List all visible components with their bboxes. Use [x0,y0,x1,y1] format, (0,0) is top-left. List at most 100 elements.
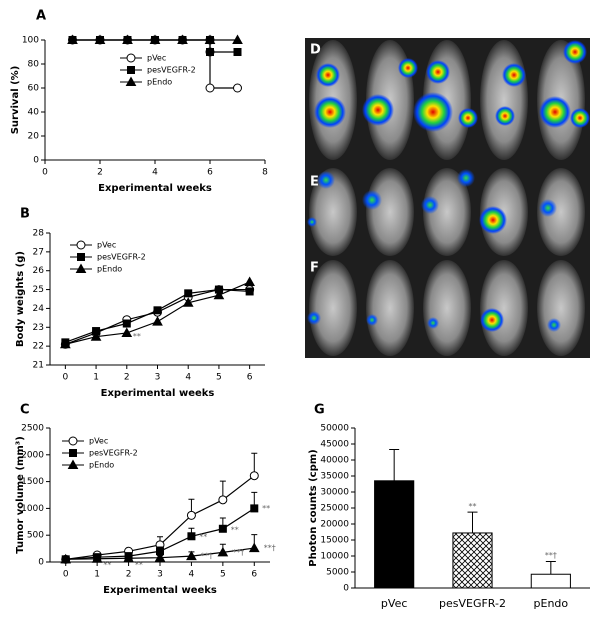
marker [60,553,72,564]
x-tick-label: 2 [124,373,130,383]
x-tick-label: pEndo [534,597,569,610]
x-tick-label: 6 [207,168,213,178]
mice-row-f [307,260,585,356]
x-tick-label: 2 [97,168,103,178]
x-tick-label: 1 [94,570,100,580]
x-tick-label: 5 [216,373,222,383]
legend-label: pesVEGFR-2 [147,66,196,75]
x-tick-label: 5 [220,570,226,580]
marker [121,327,133,337]
marker [218,524,227,533]
panel-letter: B [20,207,30,222]
y-tick-label: 60 [28,84,40,94]
marker [205,83,215,93]
error-bar [545,560,556,575]
y-axis-label: Survival (%) [10,66,21,135]
y-axis-label: Tumor volume (mm³) [15,436,26,554]
y-tick-label: 21 [33,361,44,371]
mice-row-d [309,40,590,160]
x-tick-label: 4 [152,168,158,178]
marker [177,34,188,44]
marker [204,34,216,44]
marker [126,53,136,63]
marker [245,287,254,296]
marker [184,289,193,298]
error-bar [389,448,400,481]
marker [218,495,228,505]
marker [60,338,71,349]
x-tick-label: 4 [185,373,191,383]
marker [153,306,162,315]
marker [125,76,137,86]
legend-label: pesVEGFR-2 [97,253,146,262]
y-tick-label: 5000 [326,568,349,578]
y-tick-label: 1000 [21,504,44,514]
y-tick-label: 20000 [320,520,349,530]
marker [122,319,131,328]
y-tick-label: 24 [33,304,45,314]
marker [232,34,243,44]
y-tick-label: 0 [343,584,349,594]
marker [186,510,196,520]
x-axis-label: Experimental weeks [101,388,215,399]
panel-letter: E [310,175,319,190]
marker [233,48,242,56]
panel-letter: F [310,261,319,276]
y-axis-label: Body weights (g) [15,251,26,347]
legend-label: pEndo [147,78,172,87]
x-tick-label: 2 [126,570,132,580]
panel-letter: A [36,9,46,24]
x-tick-label: 0 [42,168,48,178]
annotation: ** [231,525,239,534]
legend-label: pVec [147,54,166,63]
annotation: **† [232,548,244,557]
mouse-images: D E F [305,38,590,358]
y-tick-label: 40000 [320,456,349,466]
y-tick-label: 40 [28,108,40,118]
marker [122,34,133,44]
y-tick-label: 35000 [320,472,349,482]
legend-label: pEndo [89,461,114,470]
y-tick-label: 27 [33,247,44,257]
y-tick-label: 30000 [320,488,349,498]
marker [90,331,102,341]
marker [75,263,87,273]
x-tick-label: 0 [62,373,68,383]
marker [76,240,86,250]
y-tick-label: 50000 [320,424,349,434]
marker [77,253,85,261]
legend-label: pVec [89,437,108,446]
y-tick-label: 500 [27,531,44,541]
x-axis-label: Experimental weeks [98,183,212,194]
marker [186,550,197,561]
marker [127,66,135,74]
marker [217,546,229,557]
y-tick-label: 25 [33,285,44,295]
bar [530,573,571,589]
marker [250,504,259,513]
annotation: ** [135,561,143,570]
x-tick-label: pVec [381,597,407,610]
annotation: ** [469,502,477,511]
panel-letter: C [20,403,30,418]
marker [249,471,259,481]
x-tick-label: 3 [155,373,161,383]
annotation: **† [545,551,557,560]
error-bar [467,511,478,533]
y-tick-label: 25000 [320,504,349,514]
marker [233,83,242,93]
marker [94,34,106,44]
bar [374,480,415,589]
x-axis-label: Experimental weeks [103,585,217,596]
y-tick-label: 2000 [21,450,44,460]
marker [206,48,214,56]
marker [244,276,255,287]
x-tick-label: pesVEGFR-2 [439,597,506,610]
annotation: **† [201,552,213,561]
x-tick-label: 0 [63,570,69,580]
panel-letter: G [314,403,325,418]
y-axis-label: Photon counts (cpm) [308,449,319,566]
marker [248,542,260,553]
x-tick-label: 6 [251,570,257,580]
annotation: ** [103,561,111,570]
